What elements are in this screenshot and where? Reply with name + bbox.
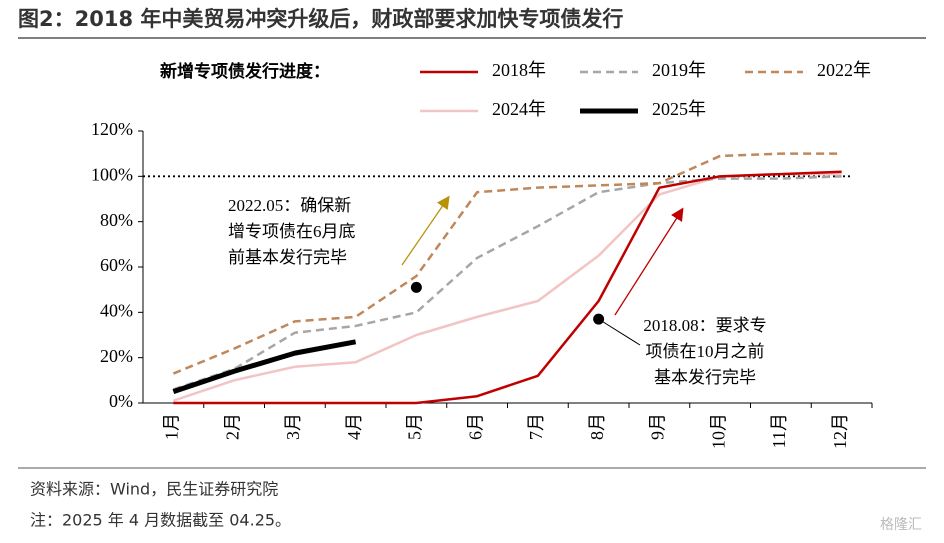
x-tick-label: 6月 (465, 413, 485, 440)
x-tick-label: 3月 (283, 413, 303, 440)
y-tick-label: 20% (100, 346, 133, 366)
note: 注：2025 年 4 月数据截至 04.25。 (30, 511, 291, 530)
x-tick-label: 2月 (222, 413, 242, 440)
annotation-text: 增专项债在6月底 (228, 222, 356, 241)
legend-label: 2019年 (652, 60, 706, 80)
legend-label: 2022年 (817, 60, 871, 80)
legend-label: 2018年 (492, 60, 546, 80)
y-tick-label: 100% (91, 164, 133, 184)
annotation-text: 项债在10月之前 (646, 342, 765, 361)
x-tick-label: 12月 (830, 413, 850, 449)
legend-label: 2024年 (492, 99, 546, 119)
annotation-point (410, 281, 422, 293)
x-tick-label: 4月 (344, 413, 364, 440)
y-tick-label: 120% (91, 119, 133, 139)
watermark: 格隆汇 (880, 517, 922, 533)
series-line (172, 175, 842, 391)
arrow (401, 195, 450, 266)
annotation-text: 2022.05：确保新 (228, 196, 351, 215)
x-tick-label: 1月 (162, 413, 182, 440)
series-line (173, 170, 842, 405)
annotation-text: 2018.08：要求专 (643, 316, 766, 335)
source: 资料来源：Wind，民生证券研究院 (30, 480, 278, 499)
x-tick-label: 5月 (405, 413, 425, 440)
x-tick-label: 10月 (708, 413, 728, 449)
legend-title: 新增专项债发行进度： (160, 61, 330, 82)
y-tick-label: 0% (109, 391, 133, 411)
x-tick-label: 9月 (648, 413, 668, 440)
x-tick-label: 11月 (769, 413, 789, 448)
annotation-text: 基本发行完毕 (654, 368, 756, 387)
annotation-text: 前基本发行完毕 (228, 248, 347, 267)
legend-label: 2025年 (652, 99, 706, 119)
leader-line (598, 318, 641, 346)
annotation-point (593, 313, 605, 325)
series-line (172, 152, 842, 375)
y-tick-label: 40% (100, 300, 133, 320)
x-tick-label: 8月 (587, 413, 607, 440)
x-tick-label: 7月 (526, 413, 546, 440)
chart-title: 图2：2018 年中美贸易冲突升级后，财政部要求加快专项债发行 (18, 7, 623, 31)
y-tick-label: 60% (100, 255, 133, 275)
y-tick-label: 80% (100, 210, 133, 230)
series-line (172, 339, 357, 395)
arrow (614, 207, 684, 316)
